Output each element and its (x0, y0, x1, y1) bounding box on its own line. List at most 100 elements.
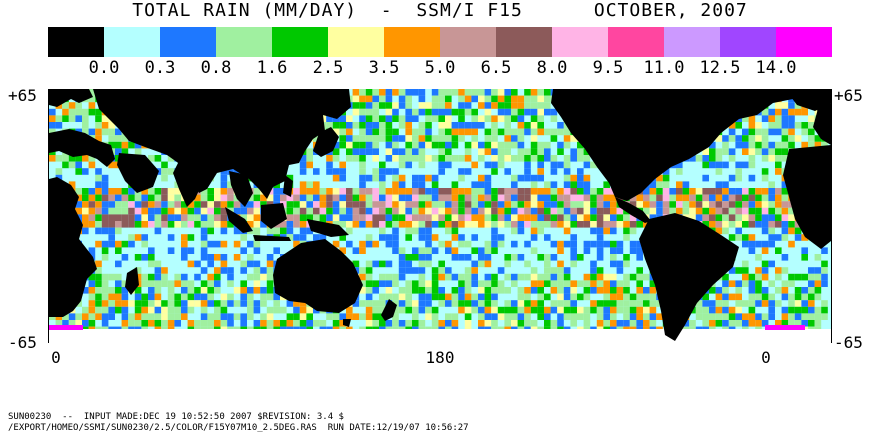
rain-cell (95, 293, 102, 301)
rain-cell (365, 280, 373, 287)
rain-cell (346, 128, 353, 136)
rain-cell (471, 161, 478, 169)
rain-cell (299, 306, 307, 314)
rain-cell (247, 306, 254, 314)
rain-cell (524, 306, 531, 314)
rain-cell (524, 122, 531, 129)
rain-cell (339, 207, 346, 215)
rain-cell (62, 115, 69, 122)
rain-cell (108, 194, 115, 202)
rain-cell (656, 174, 663, 182)
rain-cell (570, 306, 577, 314)
rain-cell (656, 207, 663, 215)
rain-cell (761, 148, 769, 155)
rain-cell (517, 135, 525, 142)
rain-cell (412, 115, 419, 122)
rain-cell (398, 181, 406, 188)
rain-cell (570, 188, 577, 195)
rain-cell (88, 155, 96, 162)
rain-cell (220, 214, 228, 221)
rain-cell (464, 194, 472, 202)
rain-cell (715, 227, 723, 235)
rain-cell (82, 214, 89, 221)
rain-cell (511, 135, 518, 142)
rain-cell (352, 141, 360, 149)
rain-cell (379, 234, 386, 241)
rain-cell (478, 102, 485, 109)
rain-cell (332, 141, 340, 149)
rain-cell (583, 221, 591, 228)
rain-cell (728, 207, 736, 215)
rain-cell (167, 155, 175, 162)
rain-cell (431, 214, 439, 221)
rain-cell (214, 280, 221, 287)
rain-cell (451, 287, 459, 294)
rain-cell (662, 181, 670, 188)
rain-cell (339, 168, 346, 175)
rain-cell (755, 135, 762, 142)
rain-cell (794, 287, 802, 294)
rain-cell (121, 306, 129, 314)
rain-cell (491, 161, 498, 169)
rain-cell (95, 280, 102, 287)
rain-cell (227, 273, 234, 281)
rain-cell (431, 221, 439, 228)
rain-cell (181, 207, 188, 215)
rain-cell (115, 287, 122, 294)
rain-cell (742, 280, 749, 287)
rain-cell (656, 194, 663, 202)
rain-cell (563, 306, 571, 314)
rain-cell (313, 207, 320, 215)
rain-cell (728, 313, 736, 320)
rain-cell (742, 320, 749, 327)
rain-cell (458, 135, 465, 142)
rain-cell (643, 300, 650, 307)
rain-cell (332, 240, 340, 248)
rain-cell (781, 201, 789, 208)
rain-cell (167, 320, 175, 327)
rain-cell (788, 227, 795, 235)
rain-cell (95, 214, 102, 221)
rain-cell (464, 128, 472, 136)
rain-cell (273, 306, 280, 314)
rain-cell (695, 155, 703, 162)
rain-cell (577, 148, 584, 155)
rain-cell (728, 214, 736, 221)
rain-cell (68, 313, 76, 320)
rain-cell (299, 161, 307, 169)
rain-cell (761, 214, 769, 221)
rain-cell (629, 300, 637, 307)
rain-cell (689, 201, 696, 208)
rain-cell (596, 207, 604, 215)
rain-cell (616, 267, 624, 274)
land-tasmania (343, 319, 351, 327)
rain-cell (82, 128, 89, 136)
rain-cell (108, 293, 115, 301)
rain-cell (425, 214, 432, 221)
rain-cell (385, 280, 393, 287)
rain-cell (735, 214, 742, 221)
rain-cell (715, 313, 723, 320)
rain-cell (372, 221, 379, 228)
rain-cell (108, 227, 115, 235)
rain-cell (220, 188, 228, 195)
rain-cell (445, 108, 452, 116)
rain-cell (187, 280, 195, 287)
rain-cell (629, 221, 637, 228)
rain-cell (768, 221, 775, 228)
rain-cell (530, 214, 538, 221)
rain-cell (471, 247, 478, 254)
rain-cell (359, 287, 366, 294)
rain-cell (181, 240, 188, 248)
rain-cell (761, 141, 769, 149)
rain-cell (82, 108, 89, 116)
rain-cell (709, 214, 716, 221)
rain-cell (497, 89, 505, 96)
rain-cell (392, 313, 399, 320)
rain-cell (233, 227, 241, 235)
rain-cell (504, 108, 511, 116)
rain-cell (761, 194, 769, 202)
rain-cell (405, 260, 412, 268)
rain-cell (544, 108, 551, 116)
rain-cell (431, 115, 439, 122)
